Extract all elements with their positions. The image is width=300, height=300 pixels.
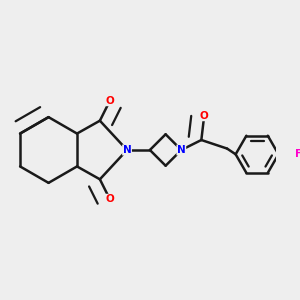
Text: O: O: [200, 111, 208, 121]
Text: N: N: [123, 145, 131, 155]
Text: N: N: [177, 145, 186, 155]
Text: O: O: [106, 194, 114, 204]
Text: F: F: [295, 149, 300, 159]
Text: O: O: [106, 96, 114, 106]
